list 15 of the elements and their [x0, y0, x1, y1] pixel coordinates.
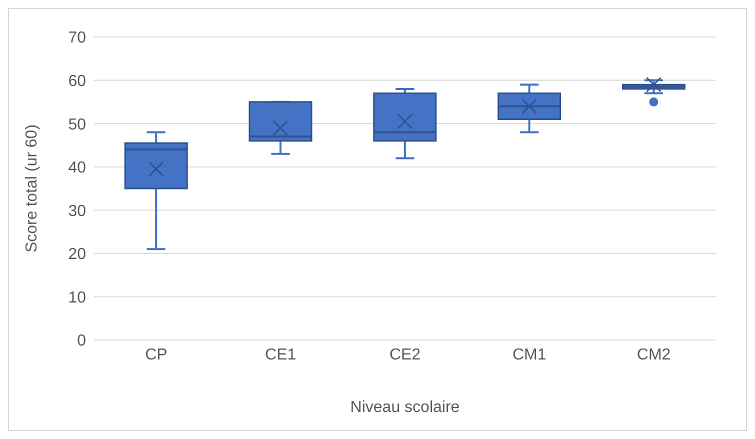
- x-tick-label: CE1: [265, 346, 296, 364]
- y-tick-label: 40: [68, 160, 86, 177]
- y-tick-label: 10: [68, 289, 86, 306]
- x-tick-label: CE2: [389, 346, 421, 364]
- x-tick-label: CP: [145, 346, 168, 364]
- x-tick-label: CM1: [512, 346, 546, 364]
- y-tick-label: 50: [68, 116, 86, 134]
- y-tick-label: 0: [77, 332, 86, 350]
- x-tick-label: CM2: [636, 346, 671, 364]
- y-tick-label: 70: [68, 30, 86, 47]
- y-tick-label: 30: [68, 202, 86, 220]
- y-axis-title: Score total (ur 60): [24, 124, 41, 253]
- y-tick-label: 60: [68, 72, 86, 90]
- x-axis-title: Niveau scolaire: [350, 399, 460, 416]
- y-tick-label: 20: [68, 246, 86, 264]
